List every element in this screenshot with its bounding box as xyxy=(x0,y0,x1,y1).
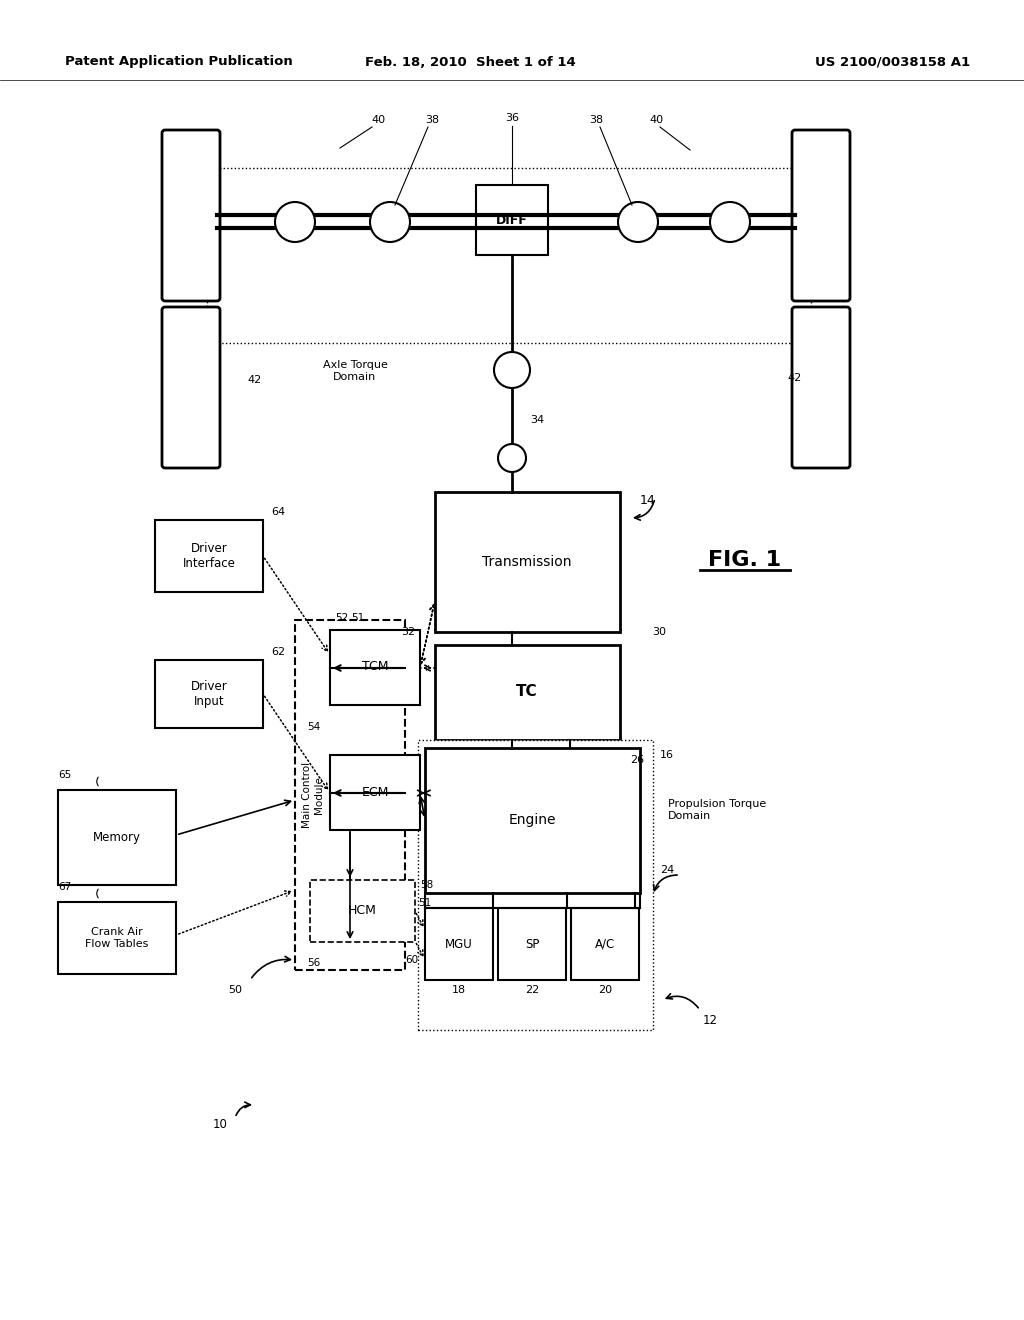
Bar xyxy=(571,908,639,979)
Text: SP: SP xyxy=(525,937,540,950)
Text: Transmission: Transmission xyxy=(482,554,571,569)
Text: 51: 51 xyxy=(351,612,365,623)
Text: MGU: MGU xyxy=(445,937,473,950)
Text: TCM: TCM xyxy=(361,660,388,673)
Text: 54: 54 xyxy=(307,722,321,733)
Text: TC: TC xyxy=(516,685,538,700)
Text: Crank Air
Flow Tables: Crank Air Flow Tables xyxy=(85,927,148,949)
Text: US 2100/0038158 A1: US 2100/0038158 A1 xyxy=(815,55,970,69)
Text: Patent Application Publication: Patent Application Publication xyxy=(65,55,293,69)
Text: 32: 32 xyxy=(400,627,415,638)
Bar xyxy=(476,185,548,255)
Text: Memory: Memory xyxy=(93,830,141,843)
Text: Engine: Engine xyxy=(508,813,556,828)
Text: Propulsion Torque
Domain: Propulsion Torque Domain xyxy=(668,799,766,821)
Text: 12: 12 xyxy=(702,1014,718,1027)
Text: Axle Torque
Domain: Axle Torque Domain xyxy=(323,360,387,381)
Text: 38: 38 xyxy=(425,115,439,125)
Text: 56: 56 xyxy=(307,958,321,968)
Bar xyxy=(310,880,415,942)
Text: 36: 36 xyxy=(505,114,519,123)
Text: 10: 10 xyxy=(213,1118,227,1131)
Text: 40: 40 xyxy=(649,115,664,125)
Bar xyxy=(418,741,653,1030)
Text: Feb. 18, 2010  Sheet 1 of 14: Feb. 18, 2010 Sheet 1 of 14 xyxy=(365,55,575,69)
Bar xyxy=(58,789,176,884)
Text: 40: 40 xyxy=(371,115,385,125)
Bar xyxy=(207,168,811,343)
Text: 65: 65 xyxy=(58,770,72,780)
Bar xyxy=(435,645,620,741)
Circle shape xyxy=(275,202,315,242)
FancyBboxPatch shape xyxy=(162,308,220,469)
Text: Driver
Interface: Driver Interface xyxy=(182,543,236,570)
Bar xyxy=(155,520,263,591)
Text: 26: 26 xyxy=(630,755,644,766)
Text: 38: 38 xyxy=(589,115,603,125)
Text: 52: 52 xyxy=(335,612,348,623)
FancyBboxPatch shape xyxy=(792,308,850,469)
Text: 20: 20 xyxy=(598,985,612,995)
Text: Main Control
Module: Main Control Module xyxy=(302,762,324,828)
Bar xyxy=(330,630,420,705)
Bar xyxy=(155,660,263,729)
Circle shape xyxy=(494,352,530,388)
Circle shape xyxy=(618,202,658,242)
Text: 18: 18 xyxy=(452,985,466,995)
Bar xyxy=(58,902,176,974)
Bar xyxy=(295,620,406,970)
Text: 64: 64 xyxy=(271,507,285,517)
Text: Driver
Input: Driver Input xyxy=(190,680,227,708)
Text: 42: 42 xyxy=(787,374,802,383)
Text: DIFF: DIFF xyxy=(496,214,528,227)
Text: HCM: HCM xyxy=(347,904,377,917)
Text: 60: 60 xyxy=(406,954,418,965)
Bar xyxy=(330,755,420,830)
Text: 58: 58 xyxy=(420,880,433,890)
Text: 50: 50 xyxy=(228,985,242,995)
Text: 16: 16 xyxy=(660,750,674,760)
FancyBboxPatch shape xyxy=(792,129,850,301)
Text: 14: 14 xyxy=(640,494,655,507)
Text: ECM: ECM xyxy=(361,785,389,799)
Text: 34: 34 xyxy=(530,414,544,425)
FancyBboxPatch shape xyxy=(162,129,220,301)
Text: 67: 67 xyxy=(58,882,72,892)
Text: 51: 51 xyxy=(418,898,431,908)
Bar xyxy=(498,908,566,979)
Bar xyxy=(435,492,620,632)
Text: FIG. 1: FIG. 1 xyxy=(709,550,781,570)
Bar xyxy=(425,748,640,894)
Text: 30: 30 xyxy=(652,627,666,638)
Text: 62: 62 xyxy=(271,647,285,657)
Text: 42: 42 xyxy=(248,375,262,385)
Text: 24: 24 xyxy=(660,865,674,875)
Text: 22: 22 xyxy=(525,985,539,995)
Bar xyxy=(425,908,493,979)
Circle shape xyxy=(498,444,526,473)
Text: A/C: A/C xyxy=(595,937,615,950)
Circle shape xyxy=(370,202,410,242)
Circle shape xyxy=(710,202,750,242)
